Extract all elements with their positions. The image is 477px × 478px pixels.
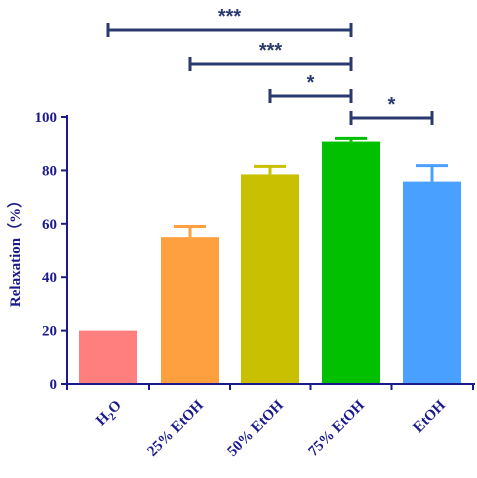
y-tick-label-0: 0 bbox=[50, 377, 58, 393]
bar-3 bbox=[322, 141, 380, 384]
y-tick-label-4: 80 bbox=[42, 163, 57, 179]
bars bbox=[79, 136, 461, 384]
sig-label-2: * bbox=[307, 72, 315, 94]
sig-label-3: * bbox=[388, 94, 396, 116]
bar-4 bbox=[403, 181, 461, 384]
bar-2 bbox=[241, 174, 299, 384]
sig-label-0: *** bbox=[218, 6, 242, 28]
bar-0 bbox=[79, 330, 137, 384]
x-tick-label-2: 50% EtOH bbox=[225, 397, 288, 460]
y-tick-label-2: 40 bbox=[42, 270, 57, 286]
significance-brackets: ******** bbox=[106, 6, 434, 125]
y-axis-label: Relaxation（%） bbox=[6, 193, 24, 307]
y-tick-label-1: 20 bbox=[42, 324, 57, 340]
sig-label-1: *** bbox=[259, 40, 283, 62]
x-tick-label-1: 25% EtOH bbox=[145, 397, 208, 460]
y-tick-label-5: 100 bbox=[35, 110, 58, 126]
x-tick-label-0: H2O bbox=[93, 398, 127, 432]
x-tick-label-3: 75% EtOH bbox=[306, 397, 369, 460]
y-tick-label-3: 60 bbox=[42, 217, 57, 233]
x-tick-label-4: EtOH bbox=[410, 397, 449, 436]
bar-1 bbox=[161, 237, 219, 384]
